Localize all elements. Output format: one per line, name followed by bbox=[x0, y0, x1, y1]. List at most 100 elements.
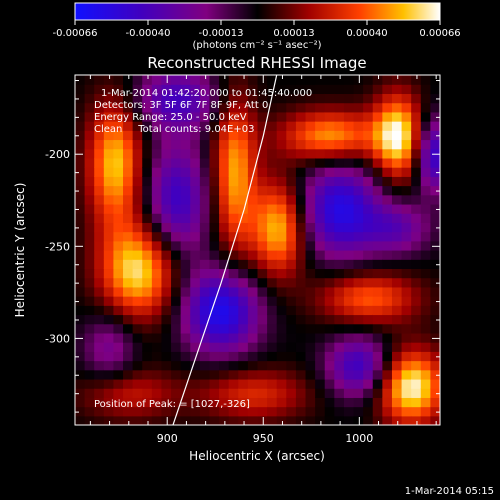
heatmap-cell bbox=[123, 342, 134, 352]
heatmap-cell bbox=[209, 194, 220, 205]
heatmap-cell bbox=[219, 342, 230, 352]
heatmap-cell bbox=[315, 84, 326, 95]
heatmap-cell bbox=[103, 213, 115, 223]
heatmap-cell bbox=[113, 250, 124, 260]
heatmap-cell bbox=[343, 415, 355, 425]
heatmap-cell bbox=[315, 351, 326, 362]
heatmap-cell bbox=[151, 406, 163, 417]
heatmap-cell bbox=[123, 185, 134, 196]
heatmap-cell bbox=[94, 369, 105, 380]
heatmap-cell bbox=[161, 369, 172, 380]
heatmap-cell bbox=[190, 268, 201, 279]
heatmap-cell bbox=[401, 185, 412, 196]
heatmap-cell bbox=[123, 130, 134, 141]
heatmap-cell bbox=[190, 194, 201, 205]
heatmap-cell bbox=[209, 369, 220, 380]
heatmap-cell bbox=[161, 240, 172, 251]
heatmap-cell bbox=[305, 185, 316, 196]
heatmap-cell bbox=[343, 240, 355, 251]
heatmap-cell bbox=[267, 314, 278, 325]
heatmap-cell bbox=[161, 286, 172, 297]
heatmap-cell bbox=[267, 213, 278, 223]
heatmap-cell bbox=[295, 157, 307, 168]
heatmap-cell bbox=[113, 259, 124, 270]
heatmap-cell bbox=[113, 130, 124, 141]
heatmap-cell bbox=[123, 378, 134, 389]
heatmap-cell bbox=[209, 332, 220, 343]
heatmap-cell bbox=[343, 139, 355, 150]
heatmap-cell bbox=[372, 102, 383, 113]
heatmap-cell bbox=[276, 130, 287, 141]
heatmap-cell bbox=[171, 111, 182, 122]
plot-frame bbox=[74, 74, 441, 426]
heatmap-cell bbox=[305, 93, 316, 104]
heatmap-cell bbox=[363, 121, 374, 131]
heatmap-cell bbox=[113, 75, 124, 85]
heatmap-cell bbox=[94, 102, 105, 113]
heatmap-cell bbox=[123, 157, 134, 168]
heatmap-cell bbox=[305, 121, 316, 131]
heatmap-cell bbox=[103, 397, 115, 408]
heatmap-cell bbox=[324, 360, 335, 371]
heatmap-cell bbox=[228, 121, 239, 131]
heatmap-cell bbox=[151, 332, 163, 343]
heatmap-cell bbox=[151, 185, 163, 196]
heatmap-cell bbox=[353, 332, 364, 343]
heatmap-cell bbox=[411, 75, 422, 85]
heatmap-cell bbox=[382, 240, 393, 251]
heatmap-cell bbox=[363, 194, 374, 205]
heatmap-cell bbox=[305, 111, 316, 122]
heatmap-cell bbox=[190, 259, 201, 270]
heatmap-cell bbox=[209, 213, 220, 223]
heatmap-cell bbox=[142, 369, 153, 380]
heatmap-cell bbox=[113, 121, 124, 131]
heatmap-cell bbox=[267, 185, 278, 196]
heatmap-cell bbox=[401, 75, 412, 85]
heatmap-cell bbox=[75, 121, 86, 131]
heatmap-cell bbox=[123, 323, 134, 334]
heatmap-cell bbox=[247, 277, 259, 288]
heatmap-cell bbox=[286, 369, 297, 380]
heatmap-cell bbox=[94, 111, 105, 122]
heatmap-cell bbox=[343, 157, 355, 168]
heatmap-cell bbox=[132, 139, 143, 150]
heatmap-cell bbox=[305, 314, 316, 325]
heatmap-cell bbox=[142, 167, 153, 177]
heatmap-cell bbox=[219, 75, 230, 85]
heatmap-cell bbox=[353, 194, 364, 205]
heatmap-cell bbox=[161, 93, 172, 104]
heatmap-cell bbox=[334, 360, 345, 371]
heatmap-cell bbox=[180, 176, 191, 187]
heatmap-cell bbox=[372, 139, 383, 150]
heatmap-cell bbox=[142, 332, 153, 343]
heatmap-cell bbox=[247, 268, 259, 279]
heatmap-cell bbox=[113, 111, 124, 122]
heatmap-cell bbox=[430, 397, 440, 408]
heatmap-cell bbox=[353, 121, 364, 131]
heatmap-cell bbox=[343, 194, 355, 205]
heatmap-cell bbox=[324, 121, 335, 131]
heatmap-cell bbox=[420, 296, 431, 306]
heatmap-cell bbox=[276, 93, 287, 104]
heatmap-cell bbox=[334, 222, 345, 233]
heatmap-cell bbox=[180, 286, 191, 297]
heatmap-cell bbox=[430, 323, 440, 334]
heatmap-cell bbox=[84, 406, 95, 417]
heatmap-cell bbox=[190, 231, 201, 242]
y-tick-label: -300 bbox=[45, 332, 70, 345]
heatmap-cell bbox=[286, 397, 297, 408]
heatmap-cell bbox=[315, 415, 326, 425]
heatmap-cell bbox=[372, 397, 383, 408]
heatmap-cell bbox=[372, 75, 383, 85]
heatmap-cell bbox=[171, 240, 182, 251]
heatmap-cell bbox=[353, 406, 364, 417]
heatmap-cell bbox=[123, 148, 134, 159]
heatmap-cell bbox=[343, 286, 355, 297]
heatmap-cell bbox=[324, 93, 335, 104]
heatmap-cell bbox=[199, 259, 211, 270]
heatmap-cell bbox=[430, 369, 440, 380]
heatmap-cell bbox=[219, 250, 230, 260]
heatmap-cell bbox=[363, 268, 374, 279]
heatmap-cell bbox=[132, 231, 143, 242]
heatmap-cell bbox=[228, 194, 239, 205]
